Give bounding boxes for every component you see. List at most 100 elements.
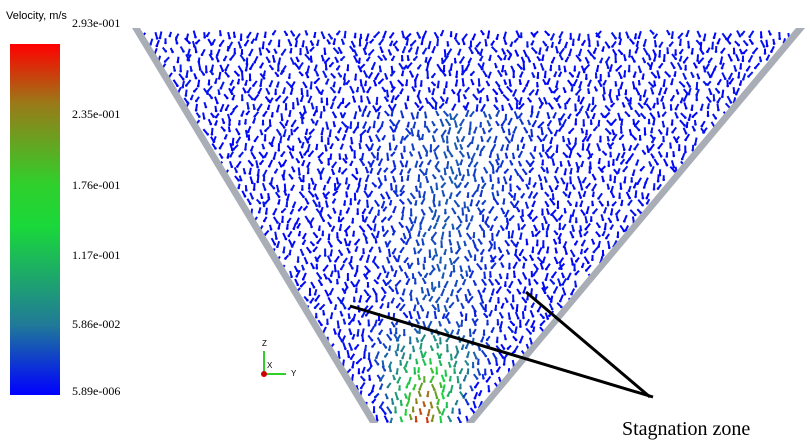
velocity-vector-head [740, 51, 744, 55]
velocity-vector-head [337, 90, 341, 94]
velocity-vector-head [518, 187, 521, 191]
velocity-vector-head [693, 143, 697, 146]
velocity-vector-head [466, 195, 470, 198]
velocity-vector-head [697, 76, 701, 80]
velocity-vector-head [591, 188, 594, 192]
velocity-vector-head [687, 46, 691, 49]
velocity-vector-head [337, 106, 340, 109]
velocity-vector-head [251, 163, 254, 167]
velocity-vector-head [361, 114, 365, 117]
velocity-vector-head [353, 198, 357, 201]
velocity-vector-head [348, 316, 351, 320]
velocity-vector-head [653, 84, 657, 87]
velocity-vector-head [296, 260, 300, 263]
velocity-vector-head [568, 131, 571, 134]
velocity-vector-head [312, 285, 316, 289]
velocity-vector-head [251, 181, 254, 185]
velocity-vector-head [462, 379, 466, 382]
velocity-vector-head [662, 178, 665, 181]
velocity-vector-head [217, 92, 221, 95]
velocity-vector-head [712, 36, 716, 40]
velocity-vector-head [349, 202, 353, 206]
velocity-vector-head [505, 300, 509, 303]
velocity-vector-head [372, 220, 375, 223]
velocity-vector-head [478, 373, 482, 376]
velocity-vector-head [518, 107, 521, 110]
velocity-vector-head [778, 37, 781, 40]
velocity-vector-head [384, 283, 388, 287]
velocity-vector-head [479, 212, 482, 215]
velocity-vector-head [343, 322, 347, 325]
velocity-vector-head [707, 60, 711, 64]
velocity-vector-head [575, 113, 579, 117]
velocity-vector-head [565, 155, 569, 158]
velocity-vector-head [439, 261, 442, 264]
velocity-vector-head [237, 74, 240, 77]
velocity-vector-head [336, 60, 339, 63]
colorbar-tick-2: 2.35e-001 [72, 107, 121, 121]
velocity-vector-head [714, 50, 718, 53]
velocity-vector-head [330, 244, 333, 248]
velocity-vector-head [332, 84, 336, 88]
velocity-vector-head [506, 98, 510, 101]
velocity-vector-head [504, 214, 507, 218]
velocity-vector-head [485, 43, 488, 47]
velocity-vector-head [494, 308, 497, 312]
velocity-vector-head [471, 82, 475, 86]
velocity-vector-head [319, 115, 323, 119]
velocity-vector-head [378, 81, 381, 85]
velocity-vector-head [563, 172, 567, 176]
velocity-vector-head [521, 179, 525, 182]
velocity-vector-head [424, 275, 427, 279]
velocity-vector-head [391, 251, 395, 255]
velocity-vector-head [487, 75, 491, 79]
velocity-vector-head [545, 180, 548, 183]
velocity-vector-head [386, 396, 389, 400]
velocity-vector-head [264, 129, 267, 132]
velocity-vector-head [484, 283, 487, 286]
velocity-vector-head [450, 250, 454, 254]
velocity-vector-head [266, 107, 270, 110]
velocity-vector-head [320, 100, 324, 104]
velocity-vector-head [376, 130, 380, 133]
velocity-vector-head [459, 220, 463, 224]
velocity-vector-head [677, 36, 681, 39]
velocity-vector-head [609, 220, 612, 224]
velocity-vector-head [591, 116, 595, 120]
velocity-vector-head [512, 299, 515, 303]
velocity-vector-head [333, 211, 337, 214]
velocity-vector-head [606, 66, 610, 70]
velocity-vector-head [459, 421, 462, 423]
velocity-vector-head [530, 138, 533, 142]
velocity-vector-head [493, 247, 497, 250]
velocity-vector-head [356, 89, 359, 93]
velocity-vector-head [770, 50, 773, 53]
velocity-vector-head [415, 361, 419, 365]
velocity-vector-head [738, 34, 742, 38]
velocity-vector-head [635, 44, 639, 47]
velocity-vector-head [235, 170, 238, 174]
velocity-vector-head [395, 372, 399, 375]
velocity-vector-head [386, 420, 389, 423]
velocity-vector-head [439, 363, 443, 367]
velocity-vector-head [465, 114, 468, 118]
velocity-vector-head [539, 139, 543, 143]
velocity-vector-head [738, 83, 742, 86]
velocity-vector-head [439, 106, 442, 109]
velocity-vector-head [319, 276, 323, 280]
velocity-vector-head [372, 410, 376, 414]
velocity-vector-head [332, 99, 335, 102]
velocity-vector-head [652, 156, 655, 159]
velocity-vector-head [346, 187, 350, 190]
velocity-vector-head [568, 164, 571, 167]
triad-z-label: Z [262, 339, 267, 348]
velocity-vector-head [679, 67, 683, 70]
velocity-vector-head [381, 220, 384, 223]
velocity-vector-head [315, 147, 318, 151]
velocity-vector-head [360, 99, 363, 103]
velocity-vector-head [378, 406, 382, 409]
velocity-vector-head [418, 195, 422, 199]
velocity-vector-head [684, 138, 687, 142]
velocity-vector-head [516, 173, 520, 176]
velocity-vector-head [289, 50, 293, 54]
